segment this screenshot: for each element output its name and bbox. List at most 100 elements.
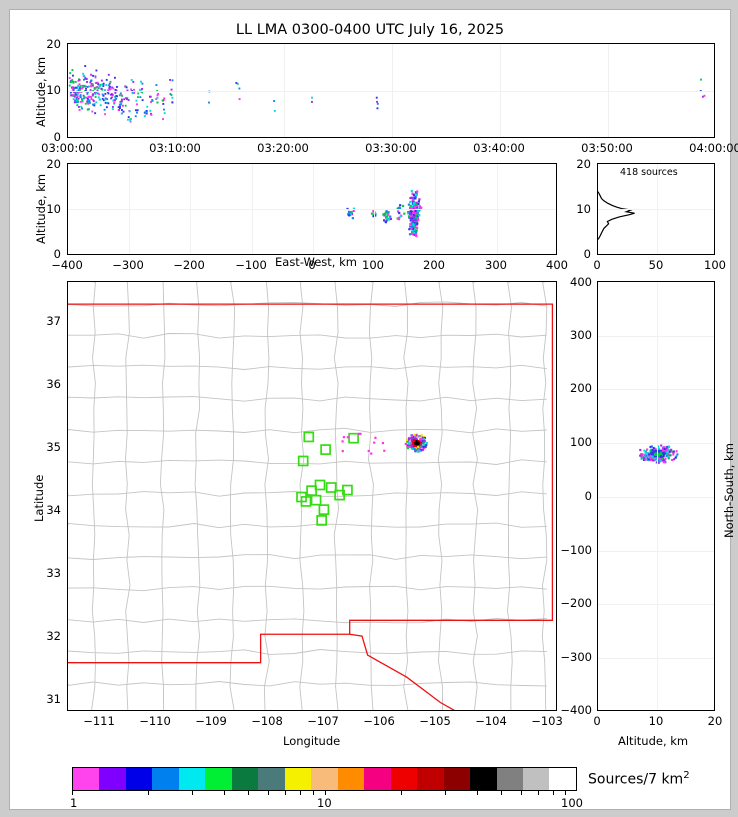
data-point (88, 95, 91, 98)
data-point (134, 109, 137, 112)
gridline (374, 164, 375, 254)
data-point (386, 217, 389, 220)
data-point (639, 454, 642, 457)
data-point (649, 452, 652, 455)
state-border-rio-grande (349, 633, 455, 710)
data-point (414, 450, 417, 453)
axis-label-north-south: North-South, km (722, 443, 736, 538)
data-point (640, 456, 643, 459)
data-point (641, 453, 644, 456)
panel-east-west-height[interactable] (67, 163, 557, 255)
data-point (406, 442, 409, 445)
data-point (84, 85, 87, 88)
data-point (78, 83, 81, 86)
tick-label: 400 (570, 275, 592, 289)
data-point (643, 458, 646, 462)
tick-label: −109 (195, 714, 227, 728)
data-point (650, 455, 653, 458)
data-point (94, 81, 97, 84)
data-point (406, 446, 410, 450)
data-point (86, 92, 89, 95)
tick-label: 0 (308, 258, 316, 272)
data-point (417, 448, 420, 451)
data-point (649, 448, 653, 451)
data-point (77, 89, 80, 92)
data-point (119, 105, 121, 108)
data-point (71, 69, 74, 71)
tick-label: −300 (112, 258, 144, 272)
data-point (139, 96, 142, 99)
data-point (661, 449, 665, 452)
data-point (673, 458, 676, 461)
data-point (420, 206, 423, 209)
data-point (141, 82, 144, 85)
data-point (94, 93, 97, 96)
data-point (88, 100, 91, 103)
colorbar-swatch (417, 768, 444, 790)
data-point (649, 459, 652, 462)
data-point (130, 79, 133, 81)
gridline (598, 551, 714, 552)
gridline (598, 389, 714, 390)
data-point (138, 88, 141, 91)
colorbar[interactable] (72, 767, 577, 791)
data-point (414, 216, 418, 219)
data-point (146, 105, 149, 108)
data-point (419, 439, 423, 442)
data-point (649, 450, 652, 453)
panel-north-south-height[interactable] (597, 281, 715, 711)
colorbar-tick (400, 791, 402, 795)
data-point (645, 450, 648, 453)
data-point (163, 112, 166, 115)
data-point (101, 83, 104, 86)
data-point (101, 93, 104, 96)
data-point (423, 436, 427, 440)
data-point (667, 445, 671, 449)
data-point (654, 457, 657, 460)
data-point (126, 118, 129, 121)
data-point (75, 97, 78, 100)
data-point (642, 457, 645, 460)
data-point (417, 200, 420, 203)
data-point (145, 112, 148, 115)
data-point (411, 213, 414, 216)
colorbar-swatch (390, 768, 418, 790)
tick-label: 100 (704, 258, 726, 272)
data-point (417, 219, 420, 222)
data-point (79, 84, 82, 87)
data-point (119, 92, 122, 95)
panel-map[interactable] (67, 281, 557, 711)
colorbar-swatch (496, 768, 523, 790)
state-border-new-mexico (68, 303, 554, 664)
data-point (417, 203, 420, 206)
data-point (79, 95, 82, 98)
gridline (598, 443, 714, 444)
source-count-annotation: 418 sources (620, 167, 678, 178)
data-point (651, 455, 654, 458)
data-point (416, 217, 419, 220)
data-point (413, 196, 416, 199)
data-point (350, 213, 354, 216)
tick-label: −110 (139, 714, 171, 728)
data-point (669, 449, 672, 452)
data-point (137, 92, 140, 95)
data-point (652, 446, 655, 450)
lma-station-marker (314, 479, 326, 491)
data-point (414, 195, 417, 198)
data-point (82, 85, 85, 88)
data-point (124, 104, 127, 107)
panel-time-height[interactable] (67, 43, 715, 138)
county-border (333, 282, 339, 710)
data-point (404, 442, 407, 446)
county-border (541, 282, 548, 710)
data-point (414, 222, 417, 226)
data-point (81, 99, 84, 102)
data-point (408, 444, 411, 447)
gridline (598, 658, 714, 659)
data-point (425, 443, 428, 446)
data-point (92, 99, 95, 101)
data-point (415, 193, 418, 197)
data-point (367, 449, 370, 453)
panel-altitude-histogram[interactable]: 418 sources (597, 163, 715, 255)
data-point (170, 88, 173, 91)
